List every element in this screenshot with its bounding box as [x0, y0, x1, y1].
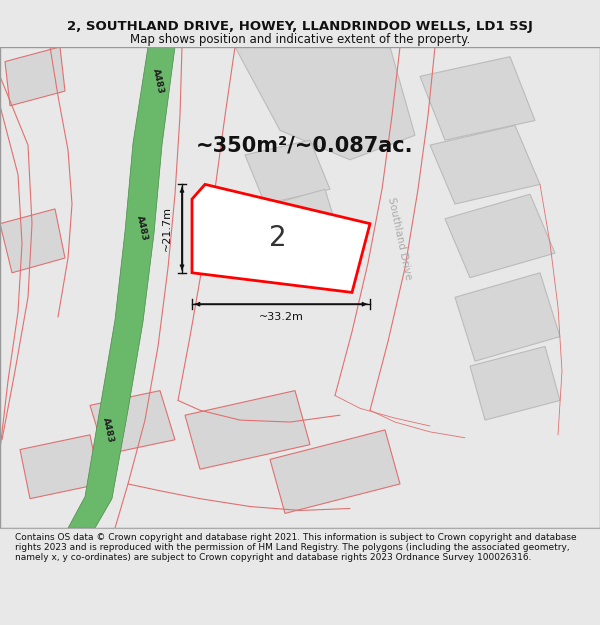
Text: Map shows position and indicative extent of the property.: Map shows position and indicative extent…: [130, 34, 470, 46]
Polygon shape: [185, 391, 310, 469]
Polygon shape: [20, 435, 100, 499]
Polygon shape: [192, 184, 370, 292]
Text: ~33.2m: ~33.2m: [259, 312, 304, 322]
Polygon shape: [430, 126, 540, 204]
Text: A483: A483: [101, 416, 115, 444]
Polygon shape: [235, 47, 415, 160]
Text: Contains OS data © Crown copyright and database right 2021. This information is : Contains OS data © Crown copyright and d…: [15, 532, 577, 562]
Polygon shape: [255, 189, 340, 258]
Polygon shape: [470, 346, 560, 420]
Polygon shape: [455, 272, 560, 361]
Text: Southland Drive: Southland Drive: [386, 196, 413, 281]
Text: A483: A483: [135, 215, 149, 242]
Polygon shape: [90, 391, 175, 454]
Polygon shape: [68, 47, 175, 528]
Polygon shape: [5, 47, 65, 106]
Polygon shape: [0, 209, 65, 272]
Polygon shape: [445, 194, 555, 278]
Text: 2: 2: [269, 224, 287, 253]
Polygon shape: [420, 57, 535, 140]
Text: ~350m²/~0.087ac.: ~350m²/~0.087ac.: [196, 135, 414, 155]
Text: 2, SOUTHLAND DRIVE, HOWEY, LLANDRINDOD WELLS, LD1 5SJ: 2, SOUTHLAND DRIVE, HOWEY, LLANDRINDOD W…: [67, 20, 533, 32]
Text: A483: A483: [151, 68, 165, 95]
Polygon shape: [270, 430, 400, 513]
Text: ~21.7m: ~21.7m: [162, 206, 172, 251]
Polygon shape: [245, 140, 330, 204]
